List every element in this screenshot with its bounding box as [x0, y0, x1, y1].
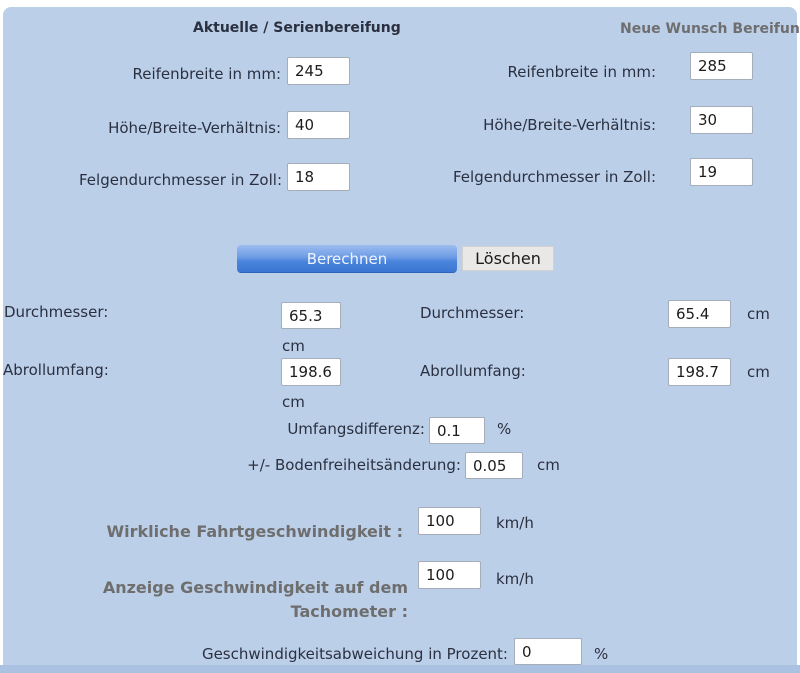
real-speed-label: Wirkliche Fahrtgeschwindigkeit : [106, 522, 403, 541]
current-rim-diameter-input[interactable] [287, 163, 350, 191]
displayed-speed-label-line1: Anzeige Geschwindigkeit auf dem [102, 578, 408, 597]
current-circumference-label: Abrollumfang: [3, 361, 109, 379]
current-diameter-unit: cm [282, 337, 305, 355]
current-aspect-ratio-input[interactable] [287, 111, 350, 139]
new-tire-width-input[interactable] [690, 52, 753, 80]
circumference-difference-input[interactable] [429, 417, 485, 444]
displayed-speed-label: Anzeige Geschwindigkeit auf dem Tachomet… [103, 576, 408, 624]
current-diameter-result[interactable] [281, 302, 341, 329]
new-aspect-ratio-label: Höhe/Breite-Verhältnis: [483, 116, 656, 134]
circumference-difference-label: Umfangsdifferenz: [287, 420, 425, 438]
new-circumference-label: Abrollumfang: [420, 362, 526, 380]
current-rim-diameter-label: Felgendurchmesser in Zoll: [79, 171, 282, 189]
new-tire-width-label: Reifenbreite in mm: [507, 63, 656, 81]
current-circumference-result[interactable] [281, 358, 341, 386]
current-tires-section-title: Aktuelle / Serienbereifung [193, 20, 401, 36]
displayed-speed-input[interactable] [418, 561, 481, 589]
current-aspect-ratio-label: Höhe/Breite-Verhältnis: [108, 119, 281, 137]
bottom-strip [0, 665, 800, 673]
ground-clearance-change-unit: cm [537, 456, 560, 474]
speed-deviation-input[interactable] [514, 638, 582, 665]
speed-deviation-label: Geschwindigkeitsabweichung in Prozent: [201, 645, 508, 663]
new-circumference-result[interactable] [668, 358, 731, 386]
new-diameter-label: Durchmesser: [420, 304, 525, 322]
new-diameter-result[interactable] [668, 300, 731, 328]
real-speed-input[interactable] [418, 507, 481, 535]
current-circumference-unit: cm [282, 393, 305, 411]
new-rim-diameter-input[interactable] [690, 158, 753, 186]
new-diameter-unit: cm [747, 305, 770, 323]
ground-clearance-change-input[interactable] [465, 452, 523, 479]
current-tire-width-input[interactable] [287, 57, 350, 85]
displayed-speed-label-line2: Tachometer : [290, 602, 408, 621]
current-tire-width-label: Reifenbreite in mm: [132, 65, 281, 83]
new-circumference-unit: cm [747, 363, 770, 381]
current-diameter-label: Durchmesser: [4, 303, 109, 321]
calculator-panel [3, 7, 797, 667]
clear-button[interactable]: Löschen [462, 246, 554, 271]
displayed-speed-unit: km/h [496, 570, 534, 588]
ground-clearance-change-label: +/- Bodenfreiheitsänderung: [247, 456, 461, 474]
circumference-difference-unit: % [497, 420, 512, 438]
real-speed-unit: km/h [496, 514, 534, 532]
speed-deviation-unit: % [594, 645, 609, 663]
new-tires-section-title: Neue Wunsch Bereifung [620, 21, 800, 37]
calculate-button[interactable]: Berechnen [237, 245, 457, 272]
new-aspect-ratio-input[interactable] [690, 106, 753, 134]
new-rim-diameter-label: Felgendurchmesser in Zoll: [453, 168, 656, 186]
